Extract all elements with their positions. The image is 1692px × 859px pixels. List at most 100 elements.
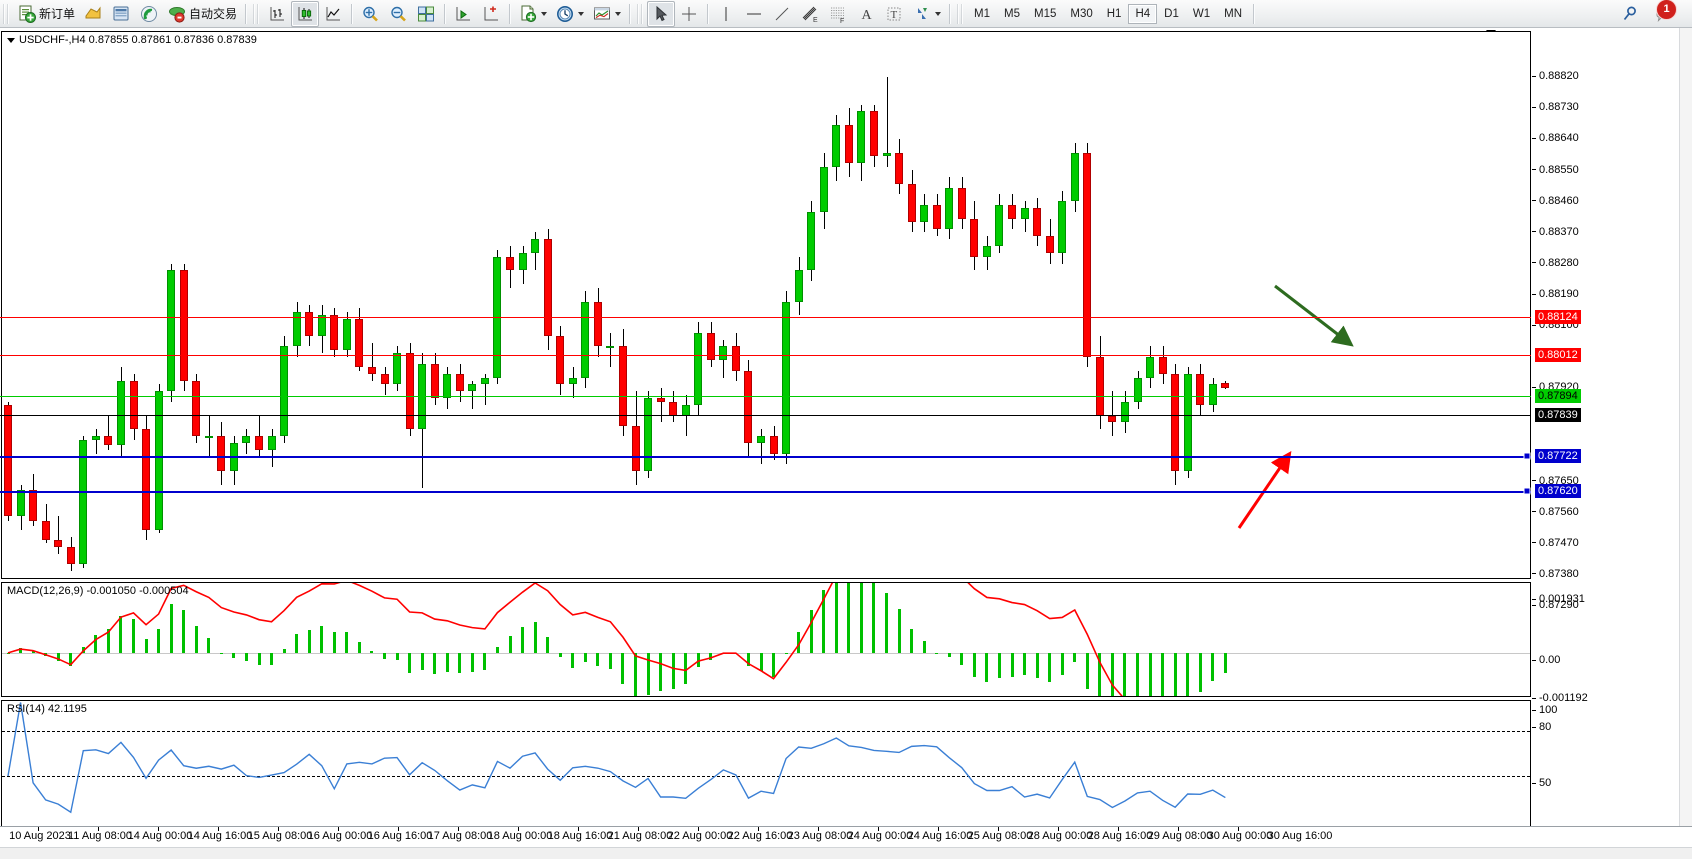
candle-body — [1120, 401, 1129, 423]
crosshair-button[interactable] — [675, 1, 703, 27]
timeframe-m1[interactable]: M1 — [974, 7, 991, 20]
timeframe-h4[interactable]: H4 — [1128, 3, 1158, 24]
price-line-0.88124[interactable] — [0, 316, 1531, 318]
macd-pane[interactable]: MACD(12,26,9) -0.001050 -0.000504 — [1, 582, 1531, 697]
macd-histogram-bar — [659, 652, 663, 692]
macd-histogram-bar — [634, 652, 637, 696]
pane-collapse-icon[interactable] — [7, 37, 15, 43]
tile-windows-button[interactable] — [412, 1, 440, 27]
new-order-button[interactable]: 新订单 — [13, 1, 79, 27]
price-line-0.87894[interactable] — [0, 396, 1531, 398]
time-axis[interactable]: 10 Aug 2023 11 Aug 08:00 14 Aug 00:00 14 Au… — [0, 826, 1692, 847]
chevron-down-icon[interactable] — [541, 11, 548, 16]
vertical-scrollbar[interactable] — [1679, 28, 1692, 858]
time-tick — [878, 827, 879, 831]
chart-shift-button[interactable] — [477, 1, 505, 27]
candle-body — [518, 253, 527, 271]
candle-body — [54, 539, 63, 547]
candlestick-chart-button[interactable] — [291, 0, 320, 27]
shapes-button[interactable] — [908, 1, 945, 27]
price-axis[interactable]: 0.88820 0.88730 0.88640 0.88550 0.88460 0.883… — [1532, 28, 1692, 858]
toolbar-grip-4[interactable] — [957, 3, 965, 24]
timeframe-w1[interactable]: W1 — [1192, 7, 1211, 20]
timeframe-d1[interactable]: D1 — [1164, 7, 1179, 20]
candle-body — [957, 187, 966, 219]
alerts-icon[interactable]: 1 — [1654, 0, 1677, 24]
zoom-in-button[interactable] — [356, 1, 384, 27]
vline-button[interactable] — [712, 1, 740, 27]
add-indicator-button[interactable] — [514, 1, 551, 27]
time-label: 18 Aug 16:00 — [547, 830, 613, 842]
price-line-0.88012[interactable] — [0, 355, 1531, 357]
equidistant-channel-button[interactable]: E — [796, 1, 824, 27]
candle-body — [794, 270, 803, 302]
toolbar-separator-4 — [509, 3, 511, 24]
macd-histogram-bar — [521, 627, 525, 653]
timeframe-h1[interactable]: H1 — [1106, 7, 1122, 20]
time-label: 16 Aug 16:00 — [367, 830, 433, 842]
chevron-down-icon-4[interactable] — [935, 11, 942, 16]
chevron-down-icon-3[interactable] — [615, 11, 622, 16]
period-icon — [555, 4, 575, 24]
data-window-button[interactable] — [79, 1, 107, 27]
price-pane[interactable]: USDCHF-,H4 0.87855 0.87861 0.87836 0.878… — [1, 31, 1531, 579]
text-label-button[interactable]: T — [880, 1, 908, 27]
macd-histogram-bar — [1123, 652, 1127, 696]
zoom-out-button[interactable] — [384, 1, 412, 27]
price-line-handle[interactable] — [1523, 452, 1531, 460]
price-line-0.87620[interactable] — [0, 490, 1531, 493]
candle-body — [1058, 201, 1067, 254]
navigator-button[interactable] — [135, 1, 163, 27]
timeframe-m5[interactable]: M5 — [1004, 7, 1020, 20]
terminal-button[interactable] — [107, 1, 135, 27]
cursor-button[interactable] — [647, 0, 676, 27]
price-badge-0.87722[interactable]: 0.87722 — [1535, 448, 1581, 463]
search-icon[interactable] — [1620, 4, 1640, 24]
price-badge-0.88012[interactable]: 0.88012 — [1535, 348, 1581, 363]
chart-area[interactable]: USDCHF-,H4 0.87855 0.87861 0.87836 0.878… — [0, 28, 1692, 858]
price-line-0.87839[interactable] — [0, 415, 1531, 417]
macd-histogram-bar — [1148, 652, 1152, 696]
auto-trading-button[interactable]: 自动交易 — [163, 1, 241, 27]
fibonacci-button[interactable]: F — [824, 1, 852, 27]
rsi-axis-80: 80 — [1532, 721, 1551, 733]
text-button[interactable]: A — [852, 1, 880, 27]
templates-button[interactable] — [588, 1, 625, 27]
toolbar-grip-2[interactable] — [253, 3, 261, 24]
price-badge-0.88124[interactable]: 0.88124 — [1535, 309, 1581, 324]
candle-body — [1208, 384, 1217, 406]
shift-end-button[interactable] — [449, 1, 477, 27]
trendline-button[interactable] — [768, 1, 796, 27]
price-badge-0.87894[interactable]: 0.87894 — [1535, 389, 1581, 404]
candle-body — [982, 246, 991, 257]
price-line-handle[interactable] — [1523, 487, 1531, 495]
price-badge-0.87839[interactable]: 0.87839 — [1535, 408, 1581, 423]
candle-body — [280, 346, 289, 437]
macd-histogram-bar — [1023, 652, 1027, 675]
hline-button[interactable] — [740, 1, 768, 27]
period-button[interactable] — [551, 1, 588, 27]
macd-histogram-bar — [408, 652, 412, 674]
macd-histogram-bar — [935, 652, 939, 655]
macd-histogram-bar — [495, 647, 499, 653]
macd-histogram-bar — [1073, 652, 1077, 662]
macd-histogram-bar — [270, 652, 274, 665]
macd-histogram-bar — [458, 652, 462, 674]
candle-body — [393, 353, 402, 385]
candle-body — [66, 546, 75, 565]
toolbar-grip[interactable] — [3, 3, 10, 24]
price-line-0.87722[interactable] — [0, 455, 1531, 458]
line-chart-button[interactable] — [319, 1, 347, 27]
bar-chart-button[interactable] — [263, 1, 291, 27]
price-badge-0.87620[interactable]: 0.87620 — [1535, 483, 1581, 498]
timeframe-m30[interactable]: M30 — [1070, 7, 1093, 20]
svg-text:A: A — [862, 8, 873, 23]
macd-histogram-bar — [1161, 652, 1165, 696]
candle-body — [731, 346, 740, 371]
toolbar-grip-3[interactable] — [637, 3, 645, 24]
chevron-down-icon-2[interactable] — [578, 11, 585, 16]
time-tick — [938, 827, 939, 831]
candle-body — [656, 398, 665, 402]
timeframe-mn[interactable]: MN — [1224, 7, 1242, 20]
timeframe-m15[interactable]: M15 — [1034, 7, 1057, 20]
